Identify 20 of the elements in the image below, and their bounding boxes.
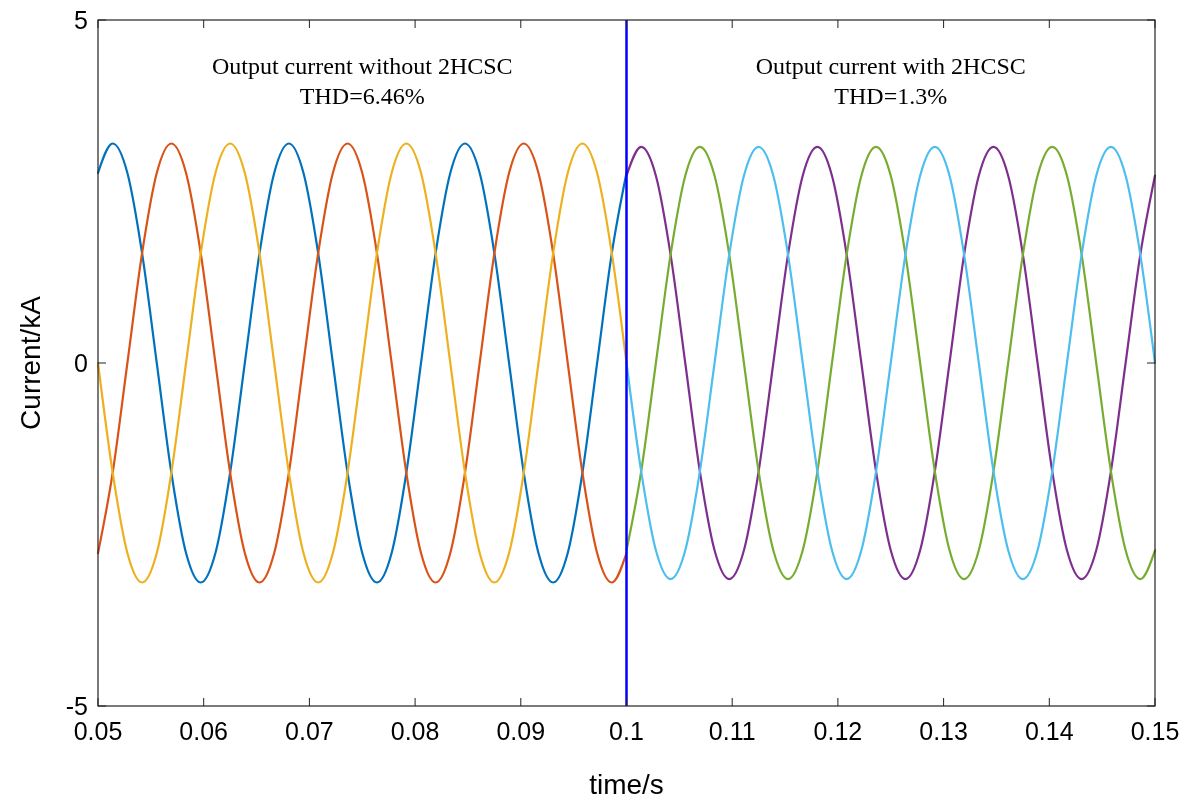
x-tick-label: 0.06 — [179, 717, 229, 745]
x-tick-label: 0.05 — [73, 717, 123, 745]
x-tick-label: 0.12 — [813, 717, 863, 745]
y-axis-title: Current/kA — [15, 295, 46, 430]
x-tick-label: 0.11 — [708, 717, 756, 745]
x-tick-label: 0.07 — [285, 717, 334, 745]
x-tick-label: 0.14 — [1024, 717, 1074, 745]
y-tick-label: 0 — [74, 348, 88, 377]
x-axis-title: time/s — [589, 769, 664, 800]
x-tick-label: 0.09 — [496, 717, 546, 745]
line-series — [96, 142, 628, 584]
line-series — [625, 145, 1157, 581]
y-tick-label: -5 — [65, 691, 88, 720]
x-tick-label: 0.15 — [1130, 717, 1180, 745]
annotation: Output current without 2HCSC THD=6.46% — [211, 53, 513, 109]
y-tick-label: 5 — [74, 5, 88, 34]
x-tick-label: 0.08 — [390, 717, 440, 745]
annotation: Output current with 2HCSC THD=1.3% — [755, 53, 1026, 109]
x-tick-label: 0.13 — [919, 717, 968, 745]
x-tick-label: 0.1 — [609, 717, 644, 745]
